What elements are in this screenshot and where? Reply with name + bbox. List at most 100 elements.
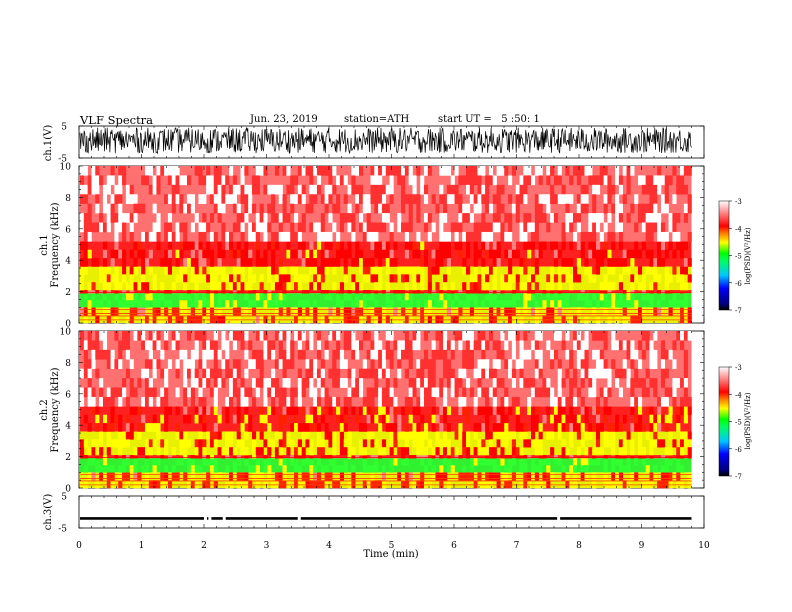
- spectrogram-cell: [278, 300, 283, 308]
- spectrogram-cell: [588, 300, 593, 308]
- spectrogram-cell: [584, 231, 589, 242]
- spectrogram-cell: [118, 222, 123, 233]
- spectrogram-cell: [370, 349, 375, 360]
- spectrogram-cell: [657, 396, 662, 407]
- spectrogram-cell: [454, 241, 459, 251]
- spectrogram-cell: [485, 222, 490, 233]
- spectrogram-cell: [515, 455, 520, 459]
- spectrogram-cell: [164, 258, 169, 267]
- spectrogram-cell: [366, 368, 371, 379]
- spectrogram-cell: [374, 184, 379, 195]
- spectrogram-cell: [313, 465, 318, 473]
- spectrogram-cell: [500, 406, 505, 416]
- spectrogram-cell: [324, 290, 329, 294]
- spectrogram-cell: [118, 465, 123, 473]
- spectrogram-cell: [164, 231, 169, 242]
- spectrogram-cell: [236, 274, 241, 283]
- spectrogram-cell: [374, 266, 379, 275]
- spectrogram-cell: [584, 340, 589, 351]
- spectrogram-cell: [370, 387, 375, 398]
- spectrogram-cell: [198, 331, 203, 341]
- spectrogram-cell: [584, 266, 589, 275]
- spectrogram-cell: [125, 213, 130, 223]
- spectrogram-cell: [504, 439, 509, 448]
- spectrogram-cell: [645, 293, 650, 301]
- spectrogram-cell: [496, 258, 501, 267]
- spectrogram-cell: [504, 396, 509, 407]
- spectrogram-cell: [569, 274, 574, 283]
- spectrogram-cell: [485, 368, 490, 379]
- spectrogram-cell: [80, 222, 85, 233]
- spectrogram-cell: [569, 213, 574, 223]
- spectrogram-cell: [508, 359, 513, 369]
- spectrogram-cell: [680, 175, 685, 186]
- spectrogram-cell: [496, 290, 501, 294]
- spectrogram-cell: [381, 465, 387, 473]
- spectrogram-cell: [83, 213, 88, 223]
- spectrogram-cell: [439, 241, 444, 251]
- spectrogram-cell: [152, 387, 157, 398]
- spectrogram-cell: [622, 368, 627, 379]
- spectrogram-cell: [412, 194, 417, 204]
- spectrogram-cell: [660, 359, 666, 369]
- spectrogram-cell: [358, 166, 364, 176]
- spectrogram-cell: [649, 423, 654, 432]
- spectrogram-cell: [420, 241, 425, 251]
- spectrogram-cell: [542, 455, 547, 459]
- spectrogram-cell: [504, 455, 509, 459]
- spectrogram-cell: [148, 447, 153, 456]
- spectrogram-cell: [618, 439, 624, 448]
- spectrogram-cell: [355, 414, 360, 424]
- spectrogram-cell: [385, 378, 390, 388]
- spectrogram-cell: [519, 465, 524, 473]
- spectrogram-cell: [347, 307, 352, 316]
- spectrogram-cell: [511, 293, 516, 301]
- spectrogram-cell: [534, 359, 539, 369]
- spectrogram-cell: [488, 175, 494, 186]
- spectrogram-cell: [244, 282, 249, 291]
- spectrogram-cell: [557, 266, 562, 275]
- spectrogram-cell: [416, 249, 421, 259]
- spectrogram-cell: [133, 266, 138, 275]
- spectrogram-cell: [114, 249, 119, 259]
- spectrogram-cell: [385, 349, 390, 360]
- spectrogram-cell: [477, 447, 482, 456]
- spectrogram-cell: [164, 368, 169, 379]
- spectrogram-cell: [175, 423, 180, 432]
- spectrogram-cell: [236, 368, 241, 379]
- spectrogram-cell: [114, 282, 119, 291]
- spectrogram-cell: [416, 274, 421, 283]
- spectrogram-cell: [649, 184, 654, 195]
- spectrogram-cell: [179, 274, 184, 283]
- spectrogram-cell: [80, 166, 85, 176]
- spectrogram-cell: [374, 378, 379, 388]
- spectrogram-cell: [401, 194, 406, 204]
- ch1-spectrogram-image: [80, 166, 692, 324]
- spectrogram-cell: [378, 175, 383, 186]
- spectrogram-cell: [683, 203, 688, 214]
- spectrogram-cell: [443, 406, 448, 416]
- spectrogram-cell: [561, 184, 566, 195]
- spectrogram-cell: [290, 396, 295, 407]
- spectrogram-cell: [267, 184, 272, 195]
- spectrogram-cell: [240, 378, 245, 388]
- spectrogram-cell: [358, 300, 364, 308]
- spectrogram-cell: [221, 184, 226, 195]
- spectrogram-cell: [175, 166, 180, 176]
- spectrogram-cell: [683, 258, 688, 267]
- spectrogram-cell: [374, 458, 379, 466]
- spectrogram-cell: [351, 387, 356, 398]
- spectrogram-cell: [584, 349, 589, 360]
- spectrogram-cell: [144, 423, 150, 432]
- spectrogram-cell: [263, 166, 268, 176]
- spectrogram-cell: [546, 293, 551, 301]
- spectrogram-cell: [508, 465, 513, 473]
- spectrogram-cell: [87, 175, 92, 186]
- spectrogram-cell: [259, 166, 264, 176]
- spectrogram-cell: [133, 331, 138, 341]
- spectrogram-cell: [167, 455, 173, 459]
- spectrogram-cell: [515, 406, 520, 416]
- spectrogram-cell: [213, 472, 218, 481]
- spectrogram-cell: [171, 231, 176, 242]
- spectrogram-cell: [404, 480, 409, 489]
